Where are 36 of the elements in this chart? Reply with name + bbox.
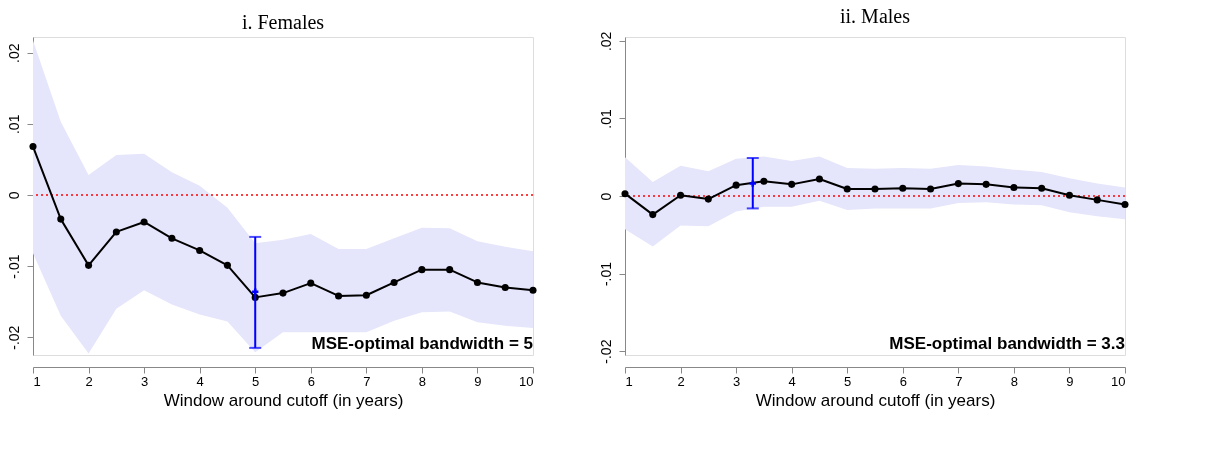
x-tick-label: 9 [474,373,482,389]
annotation: MSE-optimal bandwidth = 5 [311,334,533,353]
x-tick-label: 7 [363,373,371,389]
x-tick-label: 8 [1010,373,1019,389]
y-tick-label: -.02 [5,325,22,350]
x-axis-title: Window around cutoff (in years) [755,390,996,410]
annotation: MSE-optimal bandwidth = 3.3 [889,334,1125,353]
chart-title: ii. Males [840,5,911,28]
x-tick-label: 3 [732,373,741,389]
x-tick-label: 1 [625,373,633,389]
x-tick-label: 2 [85,373,93,389]
x-tick-label: 7 [955,373,963,389]
y-tick-label: -.01 [5,254,22,279]
x-tick-label: 4 [196,373,204,389]
y-tick-label: .02 [5,43,22,63]
y-tick-label: .01 [5,114,22,135]
x-tick-label: 10 [519,373,534,389]
y-tick-label: 0 [5,191,22,200]
x-tick-label: 10 [1111,373,1126,389]
x-tick-label: 1 [33,373,41,389]
x-tick-label: 2 [677,373,685,389]
x-tick-label: 4 [788,373,796,389]
x-tick-label: 3 [140,373,149,389]
x-tick-label: 6 [899,373,907,389]
x-tick-label: 8 [418,373,427,389]
x-tick-label: 6 [307,373,315,389]
y-tick-label: -.02 [597,339,614,364]
y-tick-label: 0 [597,192,614,201]
x-tick-label: 5 [844,373,852,389]
y-tick-label: .02 [597,31,614,52]
y-tick-label: .01 [597,109,614,129]
x-tick-label: 9 [1066,373,1074,389]
x-axis-title: Window around cutoff (in years) [163,390,404,410]
y-tick-label: -.01 [597,261,614,287]
x-tick-label: 5 [252,373,260,389]
chart-title: i. Females [241,11,325,33]
